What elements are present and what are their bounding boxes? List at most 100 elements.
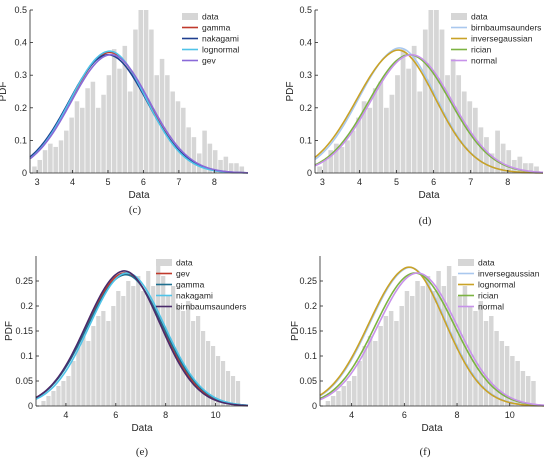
- histogram-bar: [341, 386, 346, 406]
- panel-e: 4 6 8 10 0 0.05 0.1 0.15 0.2 0.25 Data PDF datagevga…: [4, 256, 249, 458]
- panel-c: 3 4 5 6 7 8 0 0.1 0.2 0.3 0.4 0.5 Data PDF datagammana…: [0, 5, 249, 216]
- histogram-bar: [495, 130, 500, 173]
- histogram-bar: [80, 107, 85, 173]
- histogram-bar: [151, 286, 156, 406]
- histogram-bar: [71, 361, 76, 406]
- histogram-bar: [523, 163, 528, 173]
- histogram-bar: [357, 361, 362, 406]
- legend-label: nakagami: [176, 291, 213, 301]
- x-tick-label: 4: [357, 177, 362, 187]
- histogram-bar: [422, 29, 428, 174]
- histogram-bar: [159, 58, 165, 173]
- histogram-bar: [330, 396, 336, 406]
- histogram-bar: [399, 306, 404, 406]
- histogram-bar: [133, 29, 138, 174]
- histogram-bar: [121, 296, 126, 406]
- fit-curve-gev: [29, 53, 249, 174]
- histogram-bar: [215, 356, 221, 406]
- histogram-bar: [90, 81, 96, 173]
- histogram-bar: [149, 29, 154, 174]
- histogram-bar: [234, 163, 239, 173]
- histogram-bar: [345, 140, 350, 173]
- histogram-bar: [53, 146, 58, 173]
- histogram-bar: [439, 29, 445, 174]
- histogram-bar: [325, 401, 331, 406]
- panel-caption: (f): [420, 446, 431, 458]
- y-tick-label: 0: [312, 401, 317, 411]
- legend-label: rician: [478, 291, 499, 301]
- x-axis-label: Data: [418, 190, 440, 201]
- histogram-bar: [450, 58, 456, 173]
- histogram-bar: [400, 49, 406, 174]
- histogram-bar: [111, 306, 116, 406]
- histogram-bar: [499, 341, 505, 406]
- histogram-bar: [411, 45, 417, 173]
- histogram-bar: [223, 156, 229, 173]
- histogram-bar: [37, 159, 43, 173]
- histogram-bar: [352, 376, 357, 406]
- fit-curve-normal: [319, 272, 545, 407]
- histogram-bar: [446, 266, 452, 406]
- histogram-bar: [46, 396, 51, 406]
- legend-label: rician: [471, 45, 492, 55]
- y-tick-label: 0.05: [299, 376, 317, 386]
- histogram-bar: [520, 371, 526, 406]
- histogram-bar: [122, 45, 128, 173]
- histogram-bar: [431, 291, 436, 406]
- histogram-bar: [127, 91, 133, 173]
- histogram-bar: [350, 130, 356, 173]
- histogram-bar: [181, 311, 186, 406]
- histogram-bar: [156, 266, 161, 406]
- histogram-bar: [367, 336, 373, 406]
- histogram-bar: [191, 321, 196, 406]
- histogram-bar: [531, 381, 536, 406]
- y-axis-label: PDF: [285, 82, 296, 102]
- legend-swatch-data: [156, 259, 172, 266]
- y-tick-label: 0.1: [304, 351, 317, 361]
- histogram-bar: [346, 381, 352, 406]
- histogram-bar: [517, 156, 523, 173]
- legend-label: data: [478, 258, 495, 268]
- x-tick-label: 8: [212, 177, 217, 187]
- histogram-bar: [528, 163, 534, 173]
- histogram-bar: [445, 75, 450, 173]
- histogram-bar: [196, 316, 201, 406]
- histogram-bar: [361, 101, 367, 173]
- histogram-bar: [230, 376, 236, 406]
- histogram-bar: [383, 316, 389, 406]
- y-tick-label: 0.4: [299, 38, 312, 48]
- histogram-bar: [317, 166, 323, 173]
- histogram-bar: [126, 281, 131, 406]
- histogram-bar: [322, 159, 328, 173]
- x-tick-label: 5: [105, 177, 110, 187]
- histogram-bar: [489, 316, 494, 406]
- y-tick-label: 0.25: [299, 276, 317, 286]
- legend-label: data: [471, 12, 488, 22]
- x-tick-label: 10: [211, 410, 221, 420]
- histogram-bar: [362, 346, 368, 406]
- histogram-bar: [328, 150, 334, 173]
- histogram-bar: [510, 356, 515, 406]
- histogram-bar: [51, 391, 56, 406]
- histogram-bar: [461, 91, 467, 173]
- x-tick-label: 8: [505, 177, 510, 187]
- y-tick-label: 0.1: [299, 135, 312, 145]
- histogram-bar: [56, 386, 61, 406]
- legend-label: lognormal: [202, 45, 239, 55]
- histogram-bar: [484, 137, 489, 173]
- panel-caption: (e): [136, 446, 149, 458]
- x-tick-label: 6: [141, 177, 146, 187]
- y-tick-label: 0: [28, 401, 33, 411]
- histogram-bar: [425, 276, 431, 406]
- histogram-bar: [91, 326, 96, 406]
- legend-swatch-data: [458, 259, 474, 266]
- y-tick-label: 0.2: [304, 301, 317, 311]
- histogram-bar: [372, 88, 378, 173]
- panel-caption: (d): [419, 215, 432, 227]
- x-tick-label: 6: [113, 410, 118, 420]
- legend-label: inversegaussian: [471, 34, 533, 44]
- histogram-bar: [191, 137, 197, 173]
- y-tick-label: 0.25: [15, 276, 33, 286]
- y-tick-label: 0: [307, 168, 312, 178]
